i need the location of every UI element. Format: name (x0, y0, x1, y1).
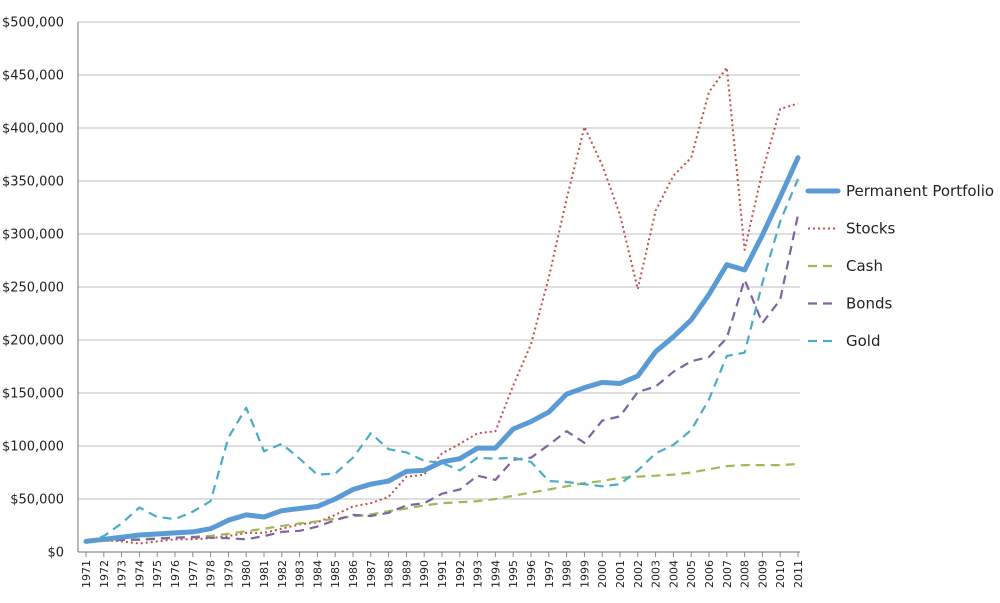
x-tick-label: 1984 (311, 560, 324, 588)
x-tick-label: 2008 (739, 560, 752, 588)
x-tick-label: 1986 (347, 560, 360, 588)
x-tick-label: 1976 (169, 560, 182, 588)
x-tick-label: 2004 (667, 560, 680, 588)
x-tick-label: 2006 (703, 560, 716, 588)
x-tick-label: 1981 (258, 560, 271, 588)
y-tick-label: $500,000 (2, 16, 64, 31)
x-tick-label: 1997 (543, 560, 556, 588)
x-tick-label: 1989 (400, 560, 413, 588)
legend-label-cash: Cash (846, 257, 883, 275)
y-tick-label: $400,000 (2, 122, 64, 137)
y-tick-label: $350,000 (2, 175, 64, 190)
x-tick-label: 1978 (205, 560, 218, 588)
x-tick-label: 1975 (151, 560, 164, 588)
x-tick-label: 2011 (792, 560, 805, 588)
x-tick-label: 1985 (329, 560, 342, 588)
x-tick-label: 1987 (365, 560, 378, 588)
gridlines (78, 22, 800, 552)
x-tick-label: 2001 (614, 560, 627, 588)
y-tick-label: $250,000 (2, 281, 64, 296)
x-tick-label: 1993 (472, 560, 485, 588)
legend-label-bonds: Bonds (846, 295, 892, 313)
y-tick-label: $300,000 (2, 228, 64, 243)
series-line-permanent-portfolio (86, 158, 798, 542)
x-tick-label: 1980 (240, 560, 253, 588)
x-tick-label: 1994 (489, 560, 502, 588)
x-tick-label: 2009 (756, 560, 769, 588)
x-tick-label: 2007 (721, 560, 734, 588)
x-tick-label: 1982 (276, 560, 289, 588)
x-tick-label: 1991 (436, 560, 449, 588)
x-tick-label: 1996 (525, 560, 538, 588)
x-tick-label: 1988 (383, 560, 396, 588)
x-tick-label: 1974 (133, 560, 146, 588)
x-tick-label: 1977 (187, 560, 200, 588)
x-axis: 1971 1972 1973 1974 1975 1976 1977 1978 1979 1980… (80, 552, 805, 588)
y-tick-label: $150,000 (2, 387, 64, 402)
x-tick-label: 2005 (685, 560, 698, 588)
series-line-gold (86, 179, 798, 542)
series-lines (86, 68, 798, 544)
series-line-stocks (86, 68, 798, 544)
x-tick-label: 1998 (561, 560, 574, 588)
legend-label-permanent-portfolio: Permanent Portfolio (846, 182, 994, 200)
x-tick-label: 1992 (454, 560, 467, 588)
legend-label-gold: Gold (846, 332, 881, 350)
legend: Permanent Portfolio Stocks Cash Bonds Gold (808, 182, 994, 350)
x-tick-label: 1979 (222, 560, 235, 588)
x-tick-label: 1990 (418, 560, 431, 588)
x-tick-label: 1995 (507, 560, 520, 588)
y-axis: $0 $50,000 $100,000 $150,000 $200,000 $250,00… (2, 16, 78, 561)
x-tick-label: 1972 (98, 560, 111, 588)
x-tick-label: 2003 (650, 560, 663, 588)
y-tick-label: $100,000 (2, 440, 64, 455)
y-tick-label: $50,000 (10, 493, 64, 508)
x-tick-label: 2000 (596, 560, 609, 588)
y-tick-label: $450,000 (2, 69, 64, 84)
series-line-bonds (86, 215, 798, 542)
x-tick-label: 1983 (294, 560, 307, 588)
x-tick-label: 2010 (774, 560, 787, 588)
legend-label-stocks: Stocks (846, 220, 896, 238)
x-tick-label: 1999 (578, 560, 591, 588)
y-tick-label: $200,000 (2, 334, 64, 349)
x-tick-label: 2002 (632, 560, 645, 588)
x-tick-label: 1973 (116, 560, 129, 588)
x-tick-label: 1971 (80, 560, 93, 588)
y-tick-label: $0 (47, 546, 64, 561)
